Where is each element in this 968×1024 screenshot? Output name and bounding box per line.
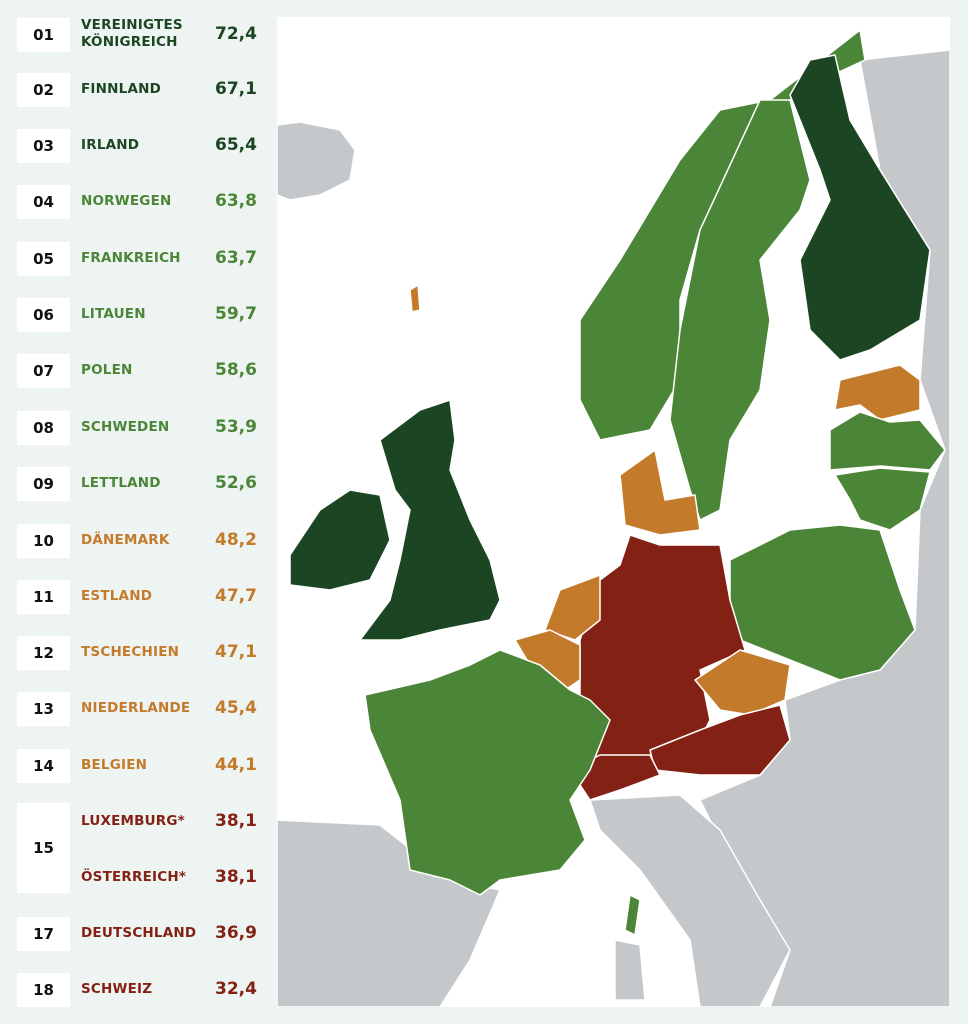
rank-number: 11 [17, 580, 70, 614]
country-value: 53,9 [215, 417, 257, 437]
country-sweden [669, 99, 811, 521]
rank-number: 01 [17, 18, 70, 52]
country-value: 48,2 [215, 530, 257, 550]
rank-number: 10 [17, 524, 70, 558]
country-name: LETTLAND [81, 475, 161, 491]
rank-number: 05 [17, 242, 70, 276]
rank-number: 15 [17, 803, 70, 893]
country-value: 72,4 [215, 24, 257, 44]
rank-number: 02 [17, 73, 70, 107]
country-name: VEREINIGTES KÖNIGREICH [81, 17, 183, 50]
country-name: SCHWEIZ [81, 981, 153, 997]
country-finland [789, 54, 931, 361]
country-name: NORWEGEN [81, 193, 172, 209]
country-name: FINNLAND [81, 81, 161, 97]
country-value: 44,1 [215, 755, 257, 775]
country-name: IRLAND [81, 137, 140, 153]
country-name: FRANKREICH [81, 250, 181, 266]
country-latvia [829, 411, 946, 471]
eastern-europe-land [699, 49, 950, 1007]
rank-number: 08 [17, 411, 70, 445]
country-ireland [289, 489, 391, 591]
rank-number: 03 [17, 129, 70, 163]
country-name: SCHWEDEN [81, 419, 170, 435]
rank-number: 06 [17, 298, 70, 332]
rank-number: 17 [17, 917, 70, 951]
country-name: ESTLAND [81, 588, 153, 604]
country-austria [649, 704, 791, 776]
country-name: TSCHECHIEN [81, 644, 180, 660]
country-value: 32,4 [215, 979, 257, 999]
rank-number: 13 [17, 692, 70, 726]
faroe-islands [409, 284, 421, 313]
country-estonia [834, 364, 921, 421]
country-czechia [694, 649, 791, 716]
rank-number: 18 [17, 973, 70, 1007]
country-value: 58,6 [215, 360, 257, 380]
map-svg [277, 29, 950, 1007]
country-name: POLEN [81, 362, 133, 378]
iceland [277, 121, 356, 201]
country-name: DEUTSCHLAND [81, 925, 197, 941]
rank-number: 09 [17, 467, 70, 501]
rank-number: 14 [17, 749, 70, 783]
country-name: NIEDERLANDE [81, 700, 191, 716]
country-netherlands [544, 574, 601, 641]
country-switzerland [569, 754, 661, 801]
rank-number: 04 [17, 185, 70, 219]
country-denmark [619, 449, 701, 536]
country-name: ÖSTERREICH* [81, 869, 187, 885]
italy-land [589, 794, 791, 1007]
country-value: 45,4 [215, 698, 257, 718]
country-value: 38,1 [215, 867, 257, 887]
country-lithuania [834, 467, 931, 531]
country-value: 52,6 [215, 473, 257, 493]
country-united-kingdom [359, 399, 501, 641]
sardinia-land [614, 939, 646, 1001]
country-value: 65,4 [215, 135, 257, 155]
rank-number: 12 [17, 636, 70, 670]
country-value: 38,1 [215, 811, 257, 831]
country-value: 47,7 [215, 586, 257, 606]
country-value: 63,7 [215, 248, 257, 268]
country-value: 36,9 [215, 923, 257, 943]
country-value: 47,1 [215, 642, 257, 662]
country-name: LUXEMBURG* [81, 813, 185, 829]
corsica [624, 894, 641, 936]
country-value: 63,8 [215, 191, 257, 211]
country-value: 59,7 [215, 304, 257, 324]
country-value: 67,1 [215, 79, 257, 99]
europe-map [277, 17, 950, 1007]
rank-number: 07 [17, 354, 70, 388]
country-name: BELGIEN [81, 757, 148, 773]
country-france [364, 649, 611, 896]
iberia-land [277, 819, 501, 1007]
country-name: LITAUEN [81, 306, 146, 322]
country-name: DÄNEMARK [81, 532, 170, 548]
